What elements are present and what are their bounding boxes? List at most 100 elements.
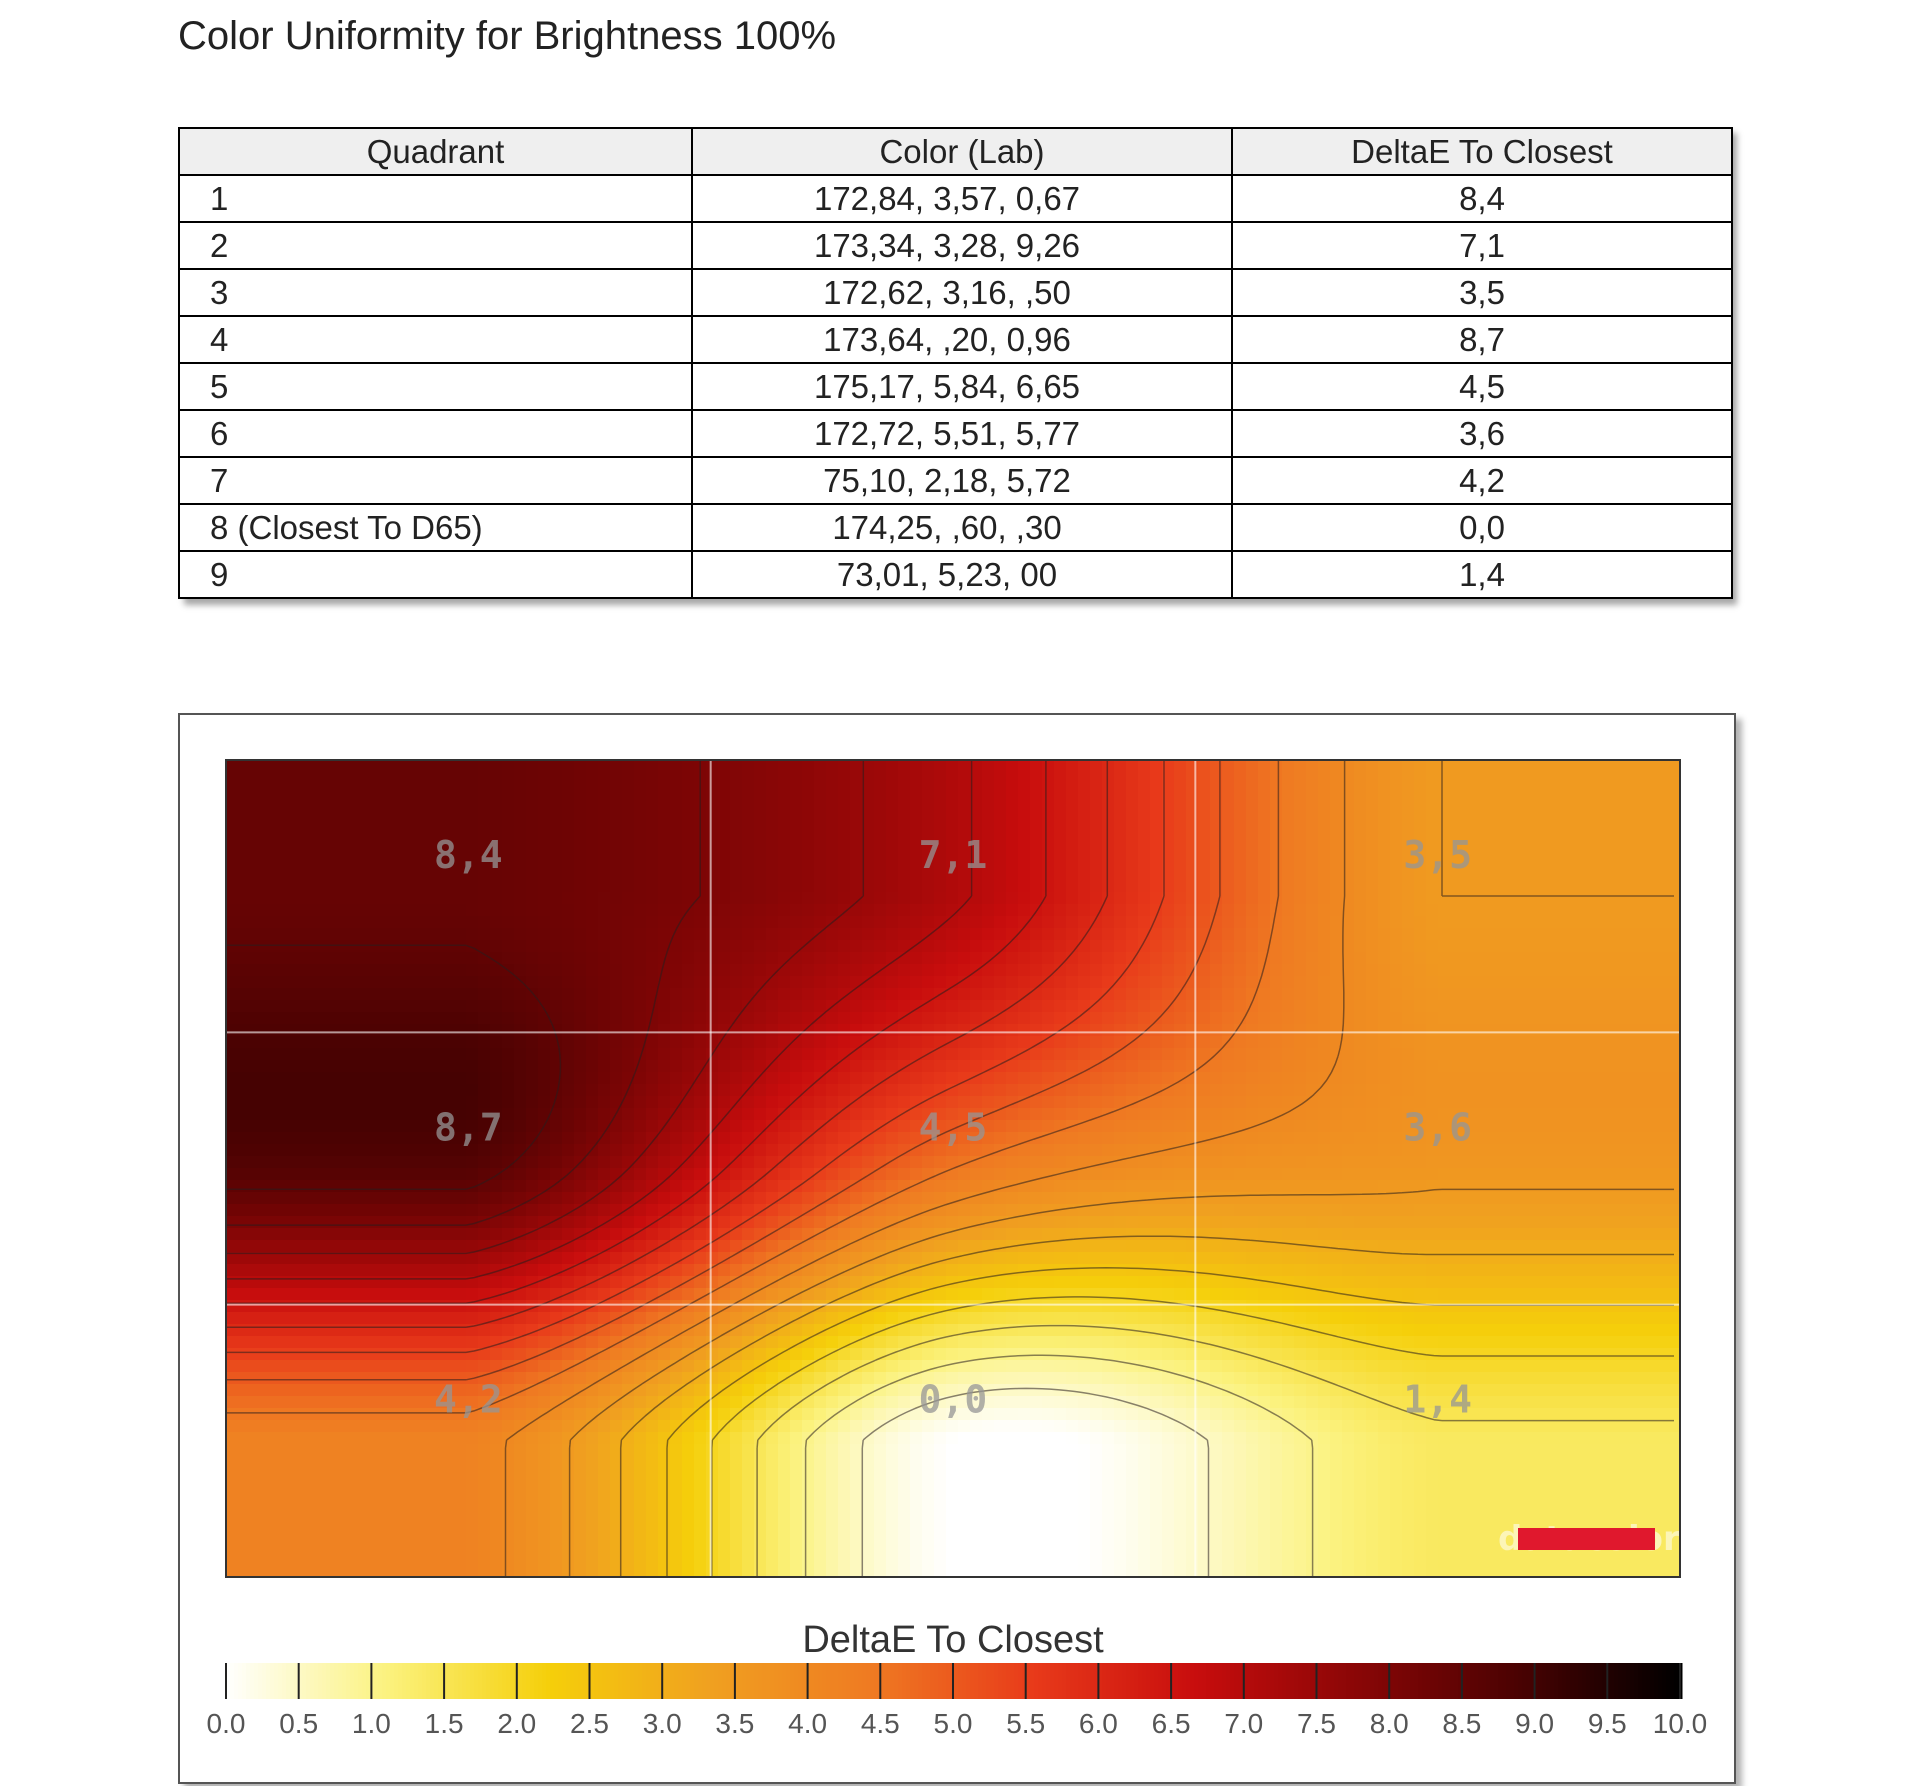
heatmap-pixel bbox=[826, 1060, 839, 1073]
heatmap-pixel bbox=[598, 952, 611, 965]
heatmap-pixel bbox=[1258, 1228, 1271, 1241]
heatmap-pixel bbox=[598, 796, 611, 809]
heatmap-pixel bbox=[1234, 760, 1247, 773]
heatmap-pixel bbox=[1282, 808, 1295, 821]
heatmap-pixel bbox=[586, 1204, 599, 1217]
heatmap-pixel bbox=[658, 1048, 671, 1061]
heatmap-pixel bbox=[250, 928, 263, 941]
heatmap-pixel bbox=[838, 1108, 851, 1121]
heatmap-pixel bbox=[1618, 1192, 1631, 1205]
heatmap-pixel bbox=[946, 940, 959, 953]
heatmap-pixel bbox=[1426, 1168, 1439, 1181]
heatmap-pixel bbox=[910, 820, 923, 833]
heatmap-pixel bbox=[1654, 1000, 1667, 1013]
heatmap-pixel bbox=[1606, 844, 1619, 857]
heatmap-pixel bbox=[1570, 928, 1583, 941]
heatmap-pixel bbox=[1138, 1072, 1151, 1085]
heatmap-pixel bbox=[1606, 1096, 1619, 1109]
heatmap-pixel bbox=[1150, 1120, 1163, 1133]
heatmap-pixel bbox=[514, 1048, 527, 1061]
heatmap-pixel bbox=[934, 892, 947, 905]
heatmap-pixel bbox=[514, 856, 527, 869]
heatmap-pixel bbox=[1198, 796, 1211, 809]
heatmap-pixel bbox=[958, 1240, 971, 1253]
heatmap-pixel bbox=[802, 1084, 815, 1097]
heatmap-pixel bbox=[310, 760, 323, 773]
heatmap-pixel bbox=[1438, 784, 1451, 797]
heatmap-pixel bbox=[574, 832, 587, 845]
heatmap-pixel bbox=[886, 1096, 899, 1109]
heatmap-pixel bbox=[934, 1084, 947, 1097]
heatmap-pixel bbox=[826, 808, 839, 821]
heatmap-pixel bbox=[622, 1192, 635, 1205]
heatmap-pixel bbox=[922, 940, 935, 953]
heatmap-pixel bbox=[418, 1120, 431, 1133]
heatmap-pixel bbox=[1210, 1036, 1223, 1049]
heatmap-pixel bbox=[634, 1096, 647, 1109]
heatmap-pixel bbox=[1570, 760, 1583, 773]
heatmap-pixel bbox=[550, 904, 563, 917]
heatmap-pixel bbox=[526, 844, 539, 857]
heatmap-pixel bbox=[298, 1024, 311, 1037]
heatmap-pixel bbox=[250, 832, 263, 845]
heatmap-pixel bbox=[274, 1168, 287, 1181]
heatmap-pixel bbox=[1306, 940, 1319, 953]
heatmap-pixel bbox=[238, 988, 251, 1001]
heatmap-pixel bbox=[1114, 1120, 1127, 1133]
heatmap-pixel bbox=[1006, 916, 1019, 929]
heatmap-pixel bbox=[1654, 976, 1667, 989]
heatmap-pixel bbox=[562, 964, 575, 977]
heatmap-pixel bbox=[1138, 1156, 1151, 1169]
heatmap-pixel bbox=[658, 1144, 671, 1157]
heatmap-pixel bbox=[1558, 820, 1571, 833]
heatmap-pixel bbox=[250, 1204, 263, 1217]
heatmap-pixel bbox=[610, 904, 623, 917]
heatmap-pixel bbox=[1198, 868, 1211, 881]
heatmap-pixel bbox=[838, 868, 851, 881]
heatmap-pixel bbox=[742, 844, 755, 857]
heatmap-pixel bbox=[382, 1228, 395, 1241]
heatmap-pixel bbox=[382, 844, 395, 857]
heatmap-pixel bbox=[1486, 1108, 1499, 1121]
heatmap-pixel bbox=[442, 796, 455, 809]
heatmap-pixel bbox=[394, 844, 407, 857]
heatmap-pixel bbox=[1102, 1180, 1115, 1193]
heatmap-pixel bbox=[466, 928, 479, 941]
heatmap-pixel bbox=[970, 880, 983, 893]
heatmap-pixel bbox=[274, 1072, 287, 1085]
heatmap-pixel bbox=[1510, 1144, 1523, 1157]
heatmap-pixel bbox=[1006, 1072, 1019, 1085]
heatmap-pixel bbox=[826, 1204, 839, 1217]
heatmap-pixel bbox=[1150, 1072, 1163, 1085]
heatmap-pixel bbox=[1582, 820, 1595, 833]
heatmap-pixel bbox=[910, 988, 923, 1001]
heatmap-pixel bbox=[1306, 1084, 1319, 1097]
heatmap-pixel bbox=[1174, 916, 1187, 929]
heatmap-pixel bbox=[862, 856, 875, 869]
heatmap-pixel bbox=[1366, 880, 1379, 893]
heatmap-pixel bbox=[1042, 832, 1055, 845]
heatmap-pixel bbox=[1102, 1084, 1115, 1097]
heatmap-pixel bbox=[1654, 868, 1667, 881]
heatmap-pixel bbox=[958, 868, 971, 881]
heatmap-pixel bbox=[442, 1120, 455, 1133]
heatmap-pixel bbox=[982, 832, 995, 845]
heatmap-pixel bbox=[826, 1048, 839, 1061]
heatmap-pixel bbox=[226, 772, 239, 785]
heatmap-pixel bbox=[226, 1000, 239, 1013]
heatmap-pixel bbox=[262, 1072, 275, 1085]
heatmap-pixel bbox=[1210, 1180, 1223, 1193]
heatmap-pixel bbox=[1210, 1204, 1223, 1217]
heatmap-pixel bbox=[718, 868, 731, 881]
heatmap-pixel bbox=[790, 856, 803, 869]
heatmap-pixel bbox=[1174, 1228, 1187, 1241]
heatmap-pixel bbox=[1426, 1060, 1439, 1073]
heatmap-pixel bbox=[1030, 1060, 1043, 1073]
heatmap-pixel bbox=[286, 832, 299, 845]
heatmap-pixel bbox=[322, 784, 335, 797]
heatmap-pixel bbox=[1558, 1216, 1571, 1229]
heatmap-pixel bbox=[238, 1216, 251, 1229]
heatmap-pixel bbox=[1270, 760, 1283, 773]
heatmap-pixel bbox=[250, 808, 263, 821]
heatmap-pixel bbox=[1378, 808, 1391, 821]
